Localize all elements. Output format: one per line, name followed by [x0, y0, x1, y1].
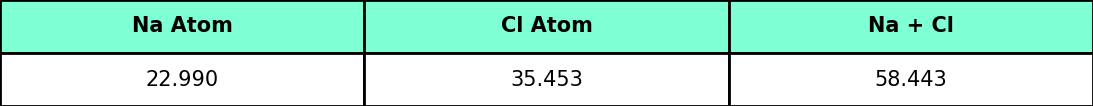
Text: Na Atom: Na Atom: [132, 17, 233, 36]
Bar: [364, 53, 729, 106]
Text: Na + Cl: Na + Cl: [868, 17, 954, 36]
Bar: [729, 53, 1093, 106]
Text: 58.443: 58.443: [874, 70, 948, 89]
Text: 22.990: 22.990: [145, 70, 219, 89]
Text: Cl Atom: Cl Atom: [501, 17, 592, 36]
Bar: [0, 0, 364, 53]
Bar: [729, 0, 1093, 53]
Bar: [364, 0, 729, 53]
Bar: [0, 53, 364, 106]
Text: 35.453: 35.453: [510, 70, 583, 89]
